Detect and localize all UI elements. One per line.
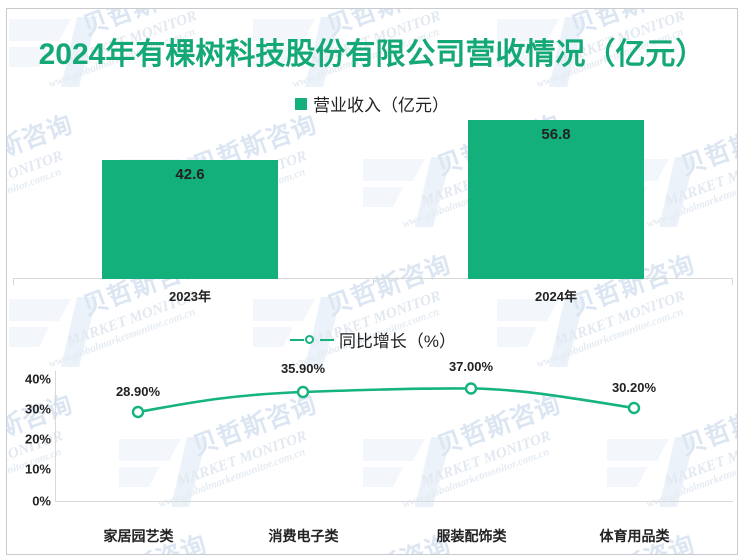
bar-category-label: 2023年 (169, 289, 211, 304)
line-plot-area: 40% 30% 20% 10% 0% (7, 309, 737, 554)
line-point-label: 35.90% (280, 361, 326, 376)
line-chart-panel: 同比增长（%） 40% 30% 20% 10% 0% (7, 309, 737, 554)
bar-chart-panel: 42.6 56.8 2023年 2024年 (7, 114, 737, 309)
line-point-label: 30.20% (611, 380, 657, 395)
bar-axis-tick (13, 279, 14, 285)
bar-axis-tick (732, 279, 733, 285)
chart-content: 2024年有棵树科技股份有限公司营收情况（亿元） 营业收入（亿元） 42.6 5… (7, 9, 737, 554)
bar-category-label: 2024年 (535, 289, 577, 304)
line-legend-label: 同比增长（%） (338, 332, 457, 351)
bar-axis-tick (373, 279, 374, 285)
x-axis-category-label: 体育用品类 (599, 528, 670, 544)
y-axis-tick-label: 40% (24, 371, 51, 387)
bar-legend: 营业收入（亿元） (7, 91, 737, 116)
y-axis-tick-label: 30% (24, 401, 51, 417)
bar-legend-label: 营业收入（亿元） (313, 96, 449, 115)
line-point-label: 37.00% (448, 359, 494, 374)
y-axis-tick-label: 10% (24, 461, 51, 477)
line-point-label: 28.90% (115, 384, 161, 399)
y-axis-tick-label: 20% (24, 431, 51, 447)
x-axis-category-label: 家居园艺类 (103, 528, 174, 544)
page-title: 2024年有棵树科技股份有限公司营收情况（亿元） (38, 38, 706, 71)
bar-axis-line (13, 278, 733, 279)
legend-swatch-icon (295, 97, 307, 110)
bar-value-label: 56.8 (541, 126, 571, 143)
bar-column[interactable]: 42.6 (7, 114, 373, 279)
y-axis-tick-label: 0% (32, 493, 51, 509)
x-axis-category-label: 服装配饰类 (436, 528, 507, 544)
bar-rect[interactable] (468, 120, 644, 279)
x-axis-category-label: 消费电子类 (268, 528, 339, 544)
line-series-svg (55, 371, 733, 502)
bar-value-label: 42.6 (175, 166, 205, 183)
bar-column[interactable]: 56.8 (373, 114, 737, 279)
